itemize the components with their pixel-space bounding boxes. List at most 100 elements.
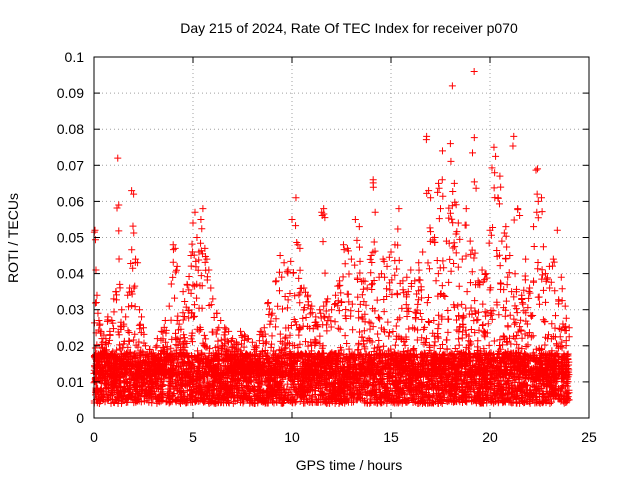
data-point <box>230 394 238 402</box>
data-point <box>263 399 271 407</box>
data-point <box>415 394 423 402</box>
data-point <box>470 392 478 400</box>
data-point <box>311 391 319 399</box>
data-point <box>456 369 464 377</box>
data-point <box>385 253 393 261</box>
data-point <box>173 385 181 393</box>
data-point <box>370 381 378 389</box>
data-point <box>125 368 133 376</box>
data-point <box>224 398 232 406</box>
data-point <box>421 396 429 404</box>
data-point <box>330 379 338 387</box>
data-point <box>494 377 502 385</box>
data-point <box>369 374 377 382</box>
data-point <box>100 392 108 400</box>
data-point <box>173 316 181 324</box>
data-point <box>229 385 237 393</box>
data-point <box>248 395 256 403</box>
data-point <box>525 391 533 399</box>
data-point <box>328 306 336 314</box>
data-point <box>118 306 126 314</box>
data-point <box>163 390 171 398</box>
data-point <box>114 154 122 162</box>
data-point <box>145 398 153 406</box>
data-point <box>259 396 267 404</box>
data-point <box>149 390 157 398</box>
data-point <box>284 380 292 388</box>
data-point <box>272 277 280 285</box>
data-point <box>222 389 230 397</box>
data-point <box>472 360 480 368</box>
data-point <box>451 198 459 206</box>
data-point <box>280 259 288 267</box>
data-point <box>151 375 159 383</box>
data-point <box>99 396 107 404</box>
data-point <box>292 222 300 230</box>
data-point <box>136 325 144 333</box>
data-point <box>356 328 364 336</box>
data-point <box>130 190 138 198</box>
data-point <box>404 374 412 382</box>
data-point <box>522 381 530 389</box>
data-point <box>177 381 185 389</box>
data-point <box>514 328 522 336</box>
data-point <box>444 398 452 406</box>
data-point <box>164 381 172 389</box>
data-point <box>349 379 357 387</box>
data-point <box>442 374 450 382</box>
data-point <box>147 393 155 401</box>
data-point <box>537 194 545 202</box>
data-point <box>235 376 243 384</box>
data-point <box>260 324 268 332</box>
data-point <box>559 383 567 391</box>
data-point <box>351 350 359 358</box>
data-point <box>383 262 391 270</box>
data-point <box>131 393 139 401</box>
data-point <box>371 208 379 216</box>
data-point <box>233 397 241 405</box>
data-point <box>189 313 197 321</box>
data-point <box>414 381 422 389</box>
data-point <box>473 382 481 390</box>
data-point <box>286 331 294 339</box>
data-point <box>131 377 139 385</box>
data-point <box>335 374 343 382</box>
data-point <box>540 371 548 379</box>
data-point <box>499 332 507 340</box>
data-point <box>193 294 201 302</box>
data-point <box>351 390 359 398</box>
data-point <box>436 396 444 404</box>
data-point <box>120 388 128 396</box>
data-point <box>133 388 141 396</box>
data-point <box>374 352 382 360</box>
data-point <box>181 392 189 400</box>
data-point <box>448 350 456 358</box>
data-point <box>200 397 208 405</box>
data-point <box>166 385 174 393</box>
data-point <box>418 382 426 390</box>
data-point <box>316 377 324 385</box>
data-point <box>510 384 518 392</box>
data-point <box>491 169 499 177</box>
data-point <box>131 282 139 290</box>
data-point <box>548 398 556 406</box>
data-point <box>124 291 132 299</box>
data-point <box>294 378 302 386</box>
data-point <box>206 383 214 391</box>
data-point <box>150 388 158 396</box>
data-point <box>390 348 398 356</box>
data-point <box>522 392 530 400</box>
data-point <box>550 357 558 365</box>
data-point <box>329 381 337 389</box>
data-point <box>339 241 347 249</box>
data-point <box>350 383 358 391</box>
data-point <box>496 172 504 180</box>
data-point <box>251 399 259 407</box>
data-point <box>172 379 180 387</box>
data-point <box>546 392 554 400</box>
data-point <box>439 389 447 397</box>
data-point <box>346 353 354 361</box>
data-point <box>438 147 446 155</box>
data-point <box>234 386 242 394</box>
